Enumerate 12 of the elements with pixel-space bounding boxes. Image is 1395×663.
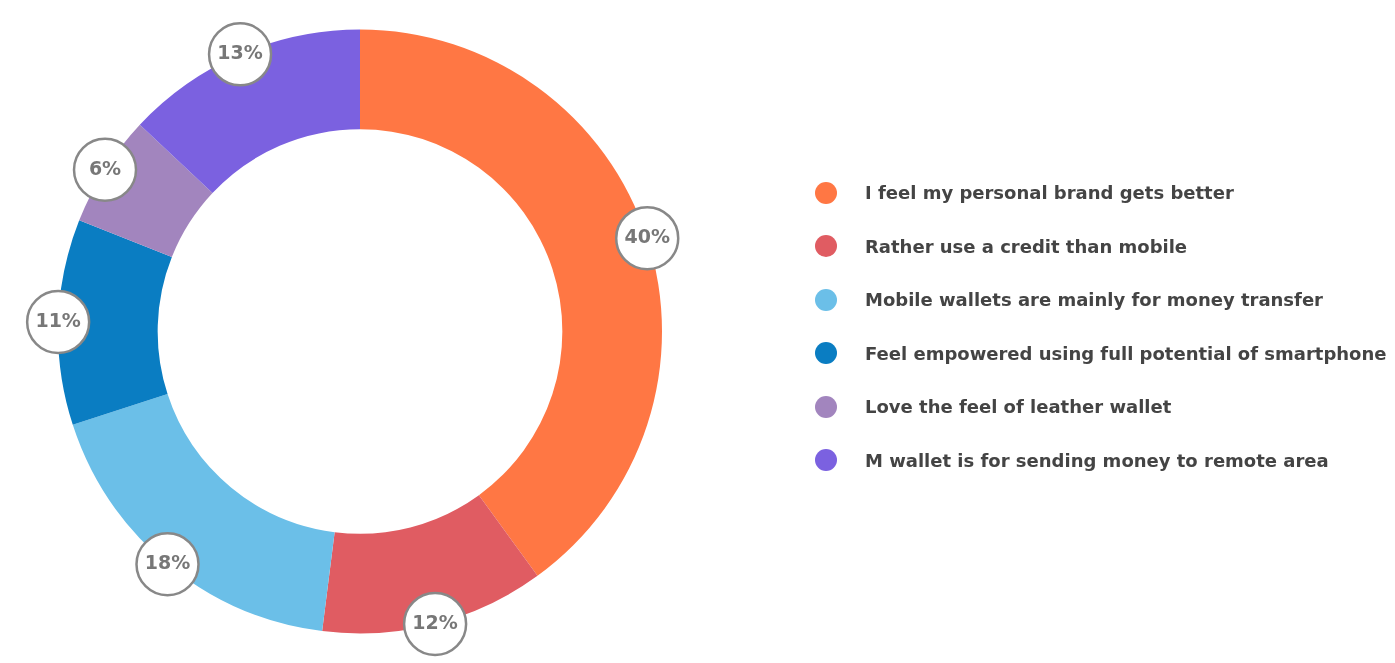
legend-label: I feel my personal brand gets better <box>865 182 1234 204</box>
legend-label: M wallet is for sending money to remote area <box>865 449 1329 471</box>
data-label: 6% <box>88 156 122 179</box>
data-label: 13% <box>217 41 263 64</box>
data-label: 40% <box>624 225 670 248</box>
legend-label: Love the feel of leather wallet <box>865 396 1172 418</box>
data-label: 18% <box>144 551 191 574</box>
data-label: 12% <box>412 610 458 633</box>
legend-label: Feel empowered using full potential of smartphone <box>865 342 1387 364</box>
legend-label: Rather use a credit than mobile <box>865 235 1188 257</box>
legend-label: Mobile wallets are mainly for money transfer <box>865 289 1323 311</box>
data-label: 11% <box>35 308 81 331</box>
